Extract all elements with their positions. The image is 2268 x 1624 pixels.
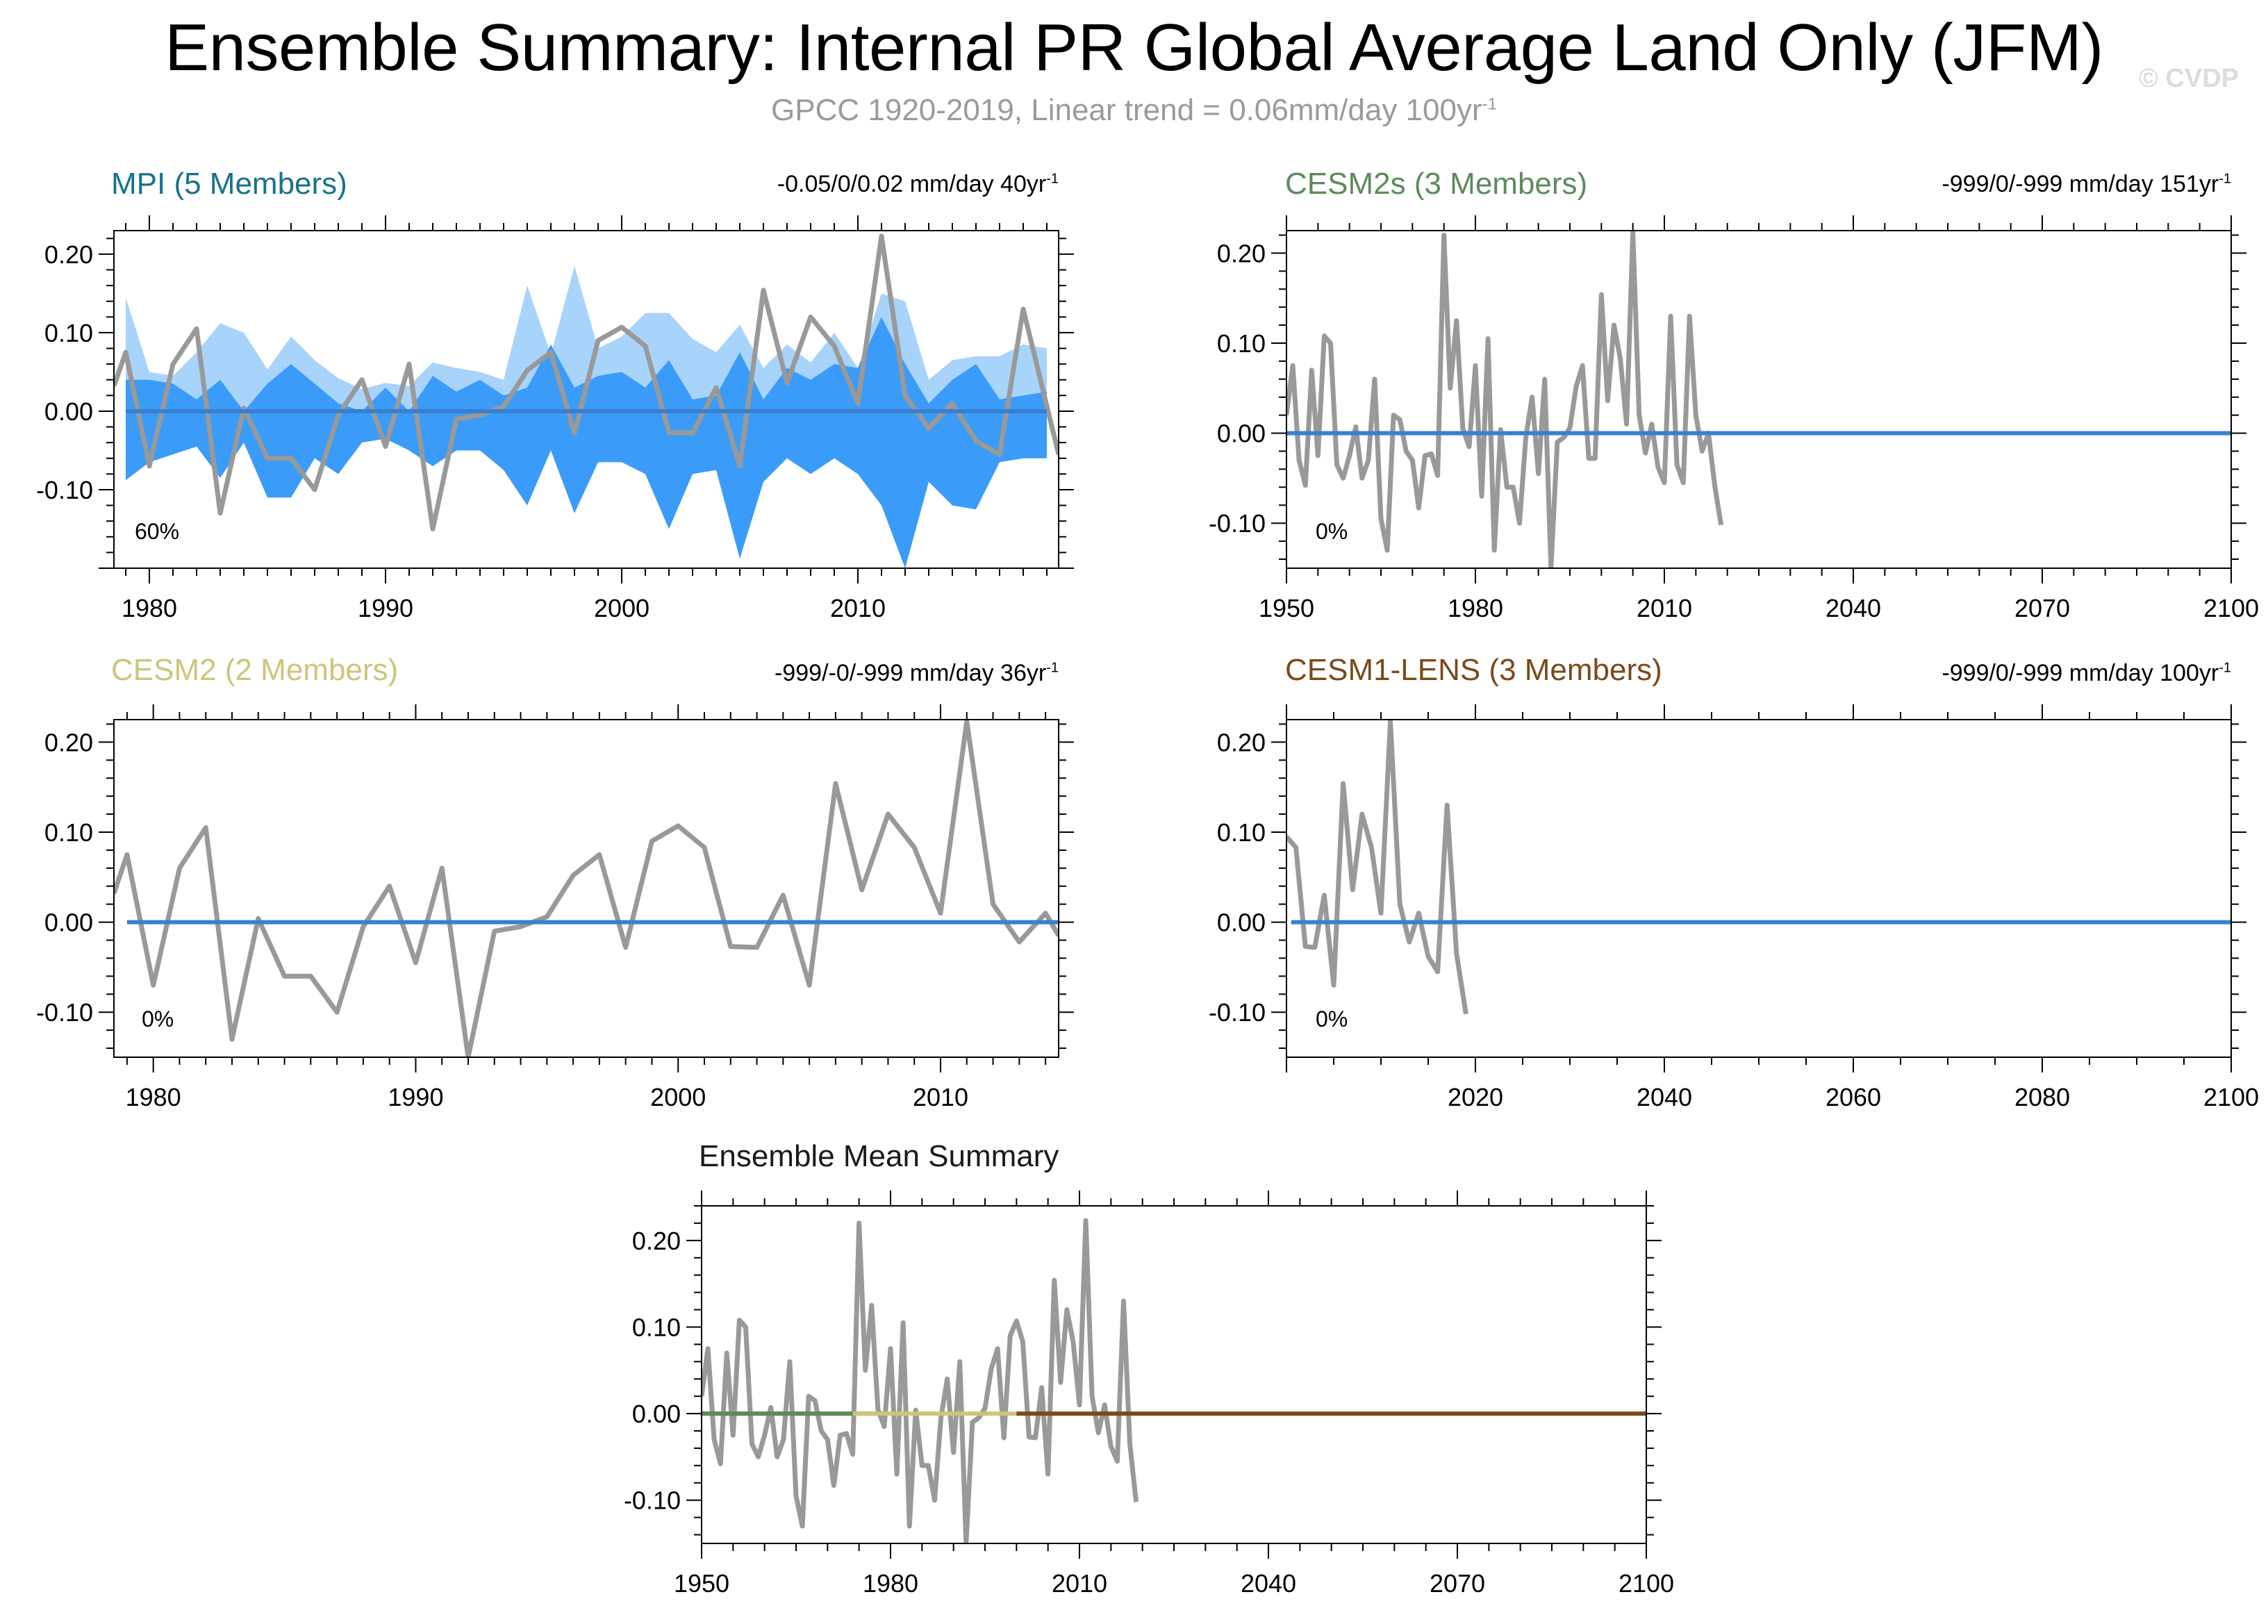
cesm2-ytick-label: 0.10 xyxy=(44,818,93,847)
mpi-ytick-label: 0.10 xyxy=(44,319,93,347)
cesm2s-xtick-label: 2010 xyxy=(1637,594,1692,622)
mpi-trend-superscript: -1 xyxy=(1046,171,1059,187)
cesm2-ytick-label: -0.10 xyxy=(36,998,93,1027)
mpi-trend-text: -0.05/0/0.02 mm/day 40yr xyxy=(777,171,1047,197)
cesm2s-ytick-label: -0.10 xyxy=(1209,509,1266,538)
mpi-plot-frame xyxy=(113,230,1059,569)
cesm2s-trend-label: -999/0/-999 mm/day 151yr-1 xyxy=(1942,171,2231,198)
cesm2s-percent-label: 0% xyxy=(1316,519,1348,544)
subtitle-text: GPCC 1920-2019, Linear trend = 0.06mm/da… xyxy=(771,93,1482,127)
ensmean-ytick-label: 0.00 xyxy=(632,1400,681,1428)
cesm1-trend-superscript: -1 xyxy=(2219,660,2231,676)
cesm2-trend-label: -999/-0/-999 mm/day 36yr-1 xyxy=(775,660,1059,687)
cesm2s-obs-line xyxy=(1286,231,1724,568)
cesm2s-panel-title: CESM2s (3 Members) xyxy=(1285,167,1588,201)
subtitle-superscript: -1 xyxy=(1482,94,1497,114)
cesm2-ytick-label: 0.00 xyxy=(44,909,93,937)
cesm1-plot-frame xyxy=(1286,719,2232,1058)
mpi-ytick-label: 0.20 xyxy=(44,240,93,269)
cesm1-xtick-label: 2060 xyxy=(1826,1083,1881,1111)
cesm2-ytick-label: 0.20 xyxy=(44,728,93,756)
cesm2s-xtick-label: 2070 xyxy=(2014,594,2070,622)
cesm2s-xtick-label: 1980 xyxy=(1448,594,1503,622)
ensmean-ytick-label: 0.10 xyxy=(632,1313,681,1341)
mpi-xtick-label: 1980 xyxy=(122,594,177,622)
cesm2s-xtick-label: 2100 xyxy=(2203,594,2259,622)
cesm1-xtick-label: 2020 xyxy=(1448,1083,1503,1111)
cesm1-panel-title: CESM1-LENS (3 Members) xyxy=(1285,653,1662,687)
cesm2-xtick-label: 2000 xyxy=(650,1083,706,1111)
cvdp-watermark: © CVDP xyxy=(2138,64,2239,93)
cesm2-xtick-label: 1980 xyxy=(126,1083,181,1111)
cesm2s-ytick-label: 0.00 xyxy=(1217,420,1266,448)
cesm1-ytick-label: 0.00 xyxy=(1217,909,1266,937)
cesm1-ytick-label: 0.10 xyxy=(1217,818,1266,847)
mpi-band-inner xyxy=(126,317,1047,568)
ensmean-plot-frame xyxy=(701,1205,1647,1544)
cesm1-trend-text: -999/0/-999 mm/day 100yr xyxy=(1942,660,2219,686)
ensmean-xtick-label: 1980 xyxy=(863,1569,918,1598)
cesm2s-ytick-label: 0.10 xyxy=(1217,329,1266,358)
page-title: Ensemble Summary: Internal PR Global Ave… xyxy=(165,10,2103,85)
cesm1-xtick-label: 2080 xyxy=(2014,1083,2070,1111)
cesm2s-ytick-label: 0.20 xyxy=(1217,239,1266,267)
cesm1-xtick-label: 2040 xyxy=(1637,1083,1692,1111)
cesm2-xtick-label: 1990 xyxy=(388,1083,443,1111)
cesm2-panel-title: CESM2 (2 Members) xyxy=(111,653,399,687)
mpi-ytick-label: 0.00 xyxy=(44,397,93,426)
mpi-xtick-label: 2010 xyxy=(830,594,886,622)
ensmean-ytick-label: -0.10 xyxy=(624,1486,681,1515)
mpi-xtick-label: 2000 xyxy=(594,594,649,622)
ensmean-xtick-label: 2010 xyxy=(1052,1569,1107,1598)
page-subtitle: GPCC 1920-2019, Linear trend = 0.06mm/da… xyxy=(0,93,2268,128)
cesm2-xtick-label: 2010 xyxy=(913,1083,968,1111)
mpi-xtick-label: 1990 xyxy=(358,594,413,622)
cesm2-percent-label: 0% xyxy=(142,1006,174,1031)
ensmean-xtick-label: 2070 xyxy=(1430,1569,1485,1598)
cesm1-percent-label: 0% xyxy=(1316,1006,1348,1031)
cesm2-obs-line xyxy=(114,720,1059,1057)
cesm1-xtick-label: 2100 xyxy=(2203,1083,2259,1111)
ensmean-obs-line xyxy=(702,1218,1139,1543)
cesm2s-xtick-label: 1950 xyxy=(1259,594,1314,622)
cesm2-trend-superscript: -1 xyxy=(1046,660,1059,676)
cesm2s-xtick-label: 2040 xyxy=(1826,594,1881,622)
cesm2-trend-text: -999/-0/-999 mm/day 36yr xyxy=(775,660,1047,686)
ensmean-xtick-label: 2040 xyxy=(1241,1569,1296,1598)
cesm1-trend-label: -999/0/-999 mm/day 100yr-1 xyxy=(1942,660,2231,687)
cesm1-obs-line xyxy=(1286,720,1468,1015)
mpi-percent-label: 60% xyxy=(135,519,179,544)
ensmean-xtick-label: 1950 xyxy=(674,1569,729,1598)
cesm1-ytick-label: -0.10 xyxy=(1209,998,1266,1027)
cesm2s-trend-text: -999/0/-999 mm/day 151yr xyxy=(1942,171,2219,197)
mpi-panel-title: MPI (5 Members) xyxy=(111,167,347,201)
cesm2s-plot-frame xyxy=(1286,230,2232,569)
cesm2-plot-frame xyxy=(113,719,1059,1058)
mpi-obs-line xyxy=(114,233,1059,531)
ensmean-panel-title: Ensemble Mean Summary xyxy=(699,1139,1059,1173)
mpi-trend-label: -0.05/0/0.02 mm/day 40yr-1 xyxy=(777,171,1059,198)
mpi-ytick-label: -0.10 xyxy=(36,476,93,504)
ensmean-ytick-label: 0.20 xyxy=(632,1227,681,1255)
ensmean-xtick-label: 2100 xyxy=(1619,1569,1674,1598)
cesm2s-trend-superscript: -1 xyxy=(2219,171,2231,187)
cesm1-ytick-label: 0.20 xyxy=(1217,728,1266,756)
